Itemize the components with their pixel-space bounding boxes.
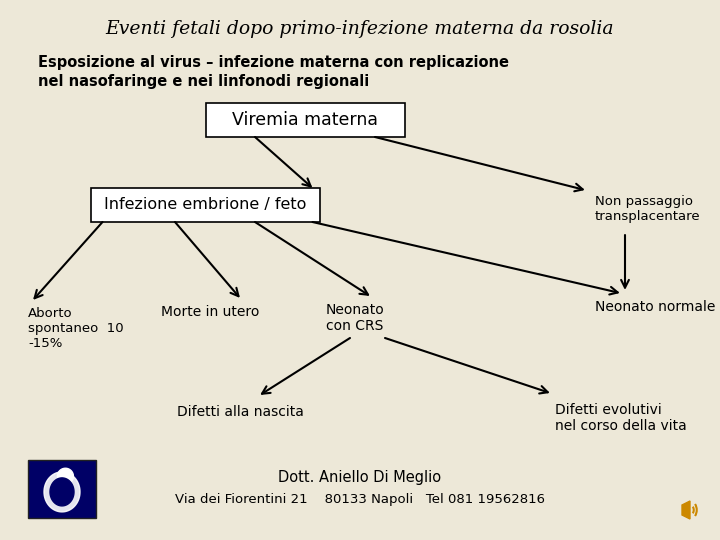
Text: Viremia materna: Viremia materna [232, 111, 378, 129]
Text: Esposizione al virus – infezione materna con replicazione: Esposizione al virus – infezione materna… [38, 55, 509, 70]
Text: Aborto
spontaneo  10
-15%: Aborto spontaneo 10 -15% [28, 307, 124, 350]
Text: Non passaggio
transplacentare: Non passaggio transplacentare [595, 195, 701, 223]
Text: Neonato
con CRS: Neonato con CRS [325, 303, 384, 333]
Text: Infezione embrione / feto: Infezione embrione / feto [104, 198, 306, 213]
FancyBboxPatch shape [28, 460, 96, 518]
Text: Neonato normale: Neonato normale [595, 300, 716, 314]
Text: Difetti evolutivi
nel corso della vita: Difetti evolutivi nel corso della vita [555, 403, 687, 433]
Polygon shape [58, 468, 73, 484]
Text: Morte in utero: Morte in utero [161, 305, 259, 319]
FancyBboxPatch shape [91, 188, 320, 222]
Text: nel nasofaringe e nei linfonodi regionali: nel nasofaringe e nei linfonodi regional… [38, 74, 369, 89]
FancyBboxPatch shape [205, 103, 405, 137]
Polygon shape [44, 472, 80, 512]
Polygon shape [50, 478, 74, 506]
Text: Dott. Aniello Di Meglio: Dott. Aniello Di Meglio [279, 470, 441, 485]
Text: Via dei Fiorentini 21    80133 Napoli   Tel 081 19562816: Via dei Fiorentini 21 80133 Napoli Tel 0… [175, 493, 545, 506]
Polygon shape [682, 501, 690, 519]
Text: Eventi fetali dopo primo-infezione materna da rosolia: Eventi fetali dopo primo-infezione mater… [106, 20, 614, 38]
Text: Difetti alla nascita: Difetti alla nascita [176, 405, 303, 419]
